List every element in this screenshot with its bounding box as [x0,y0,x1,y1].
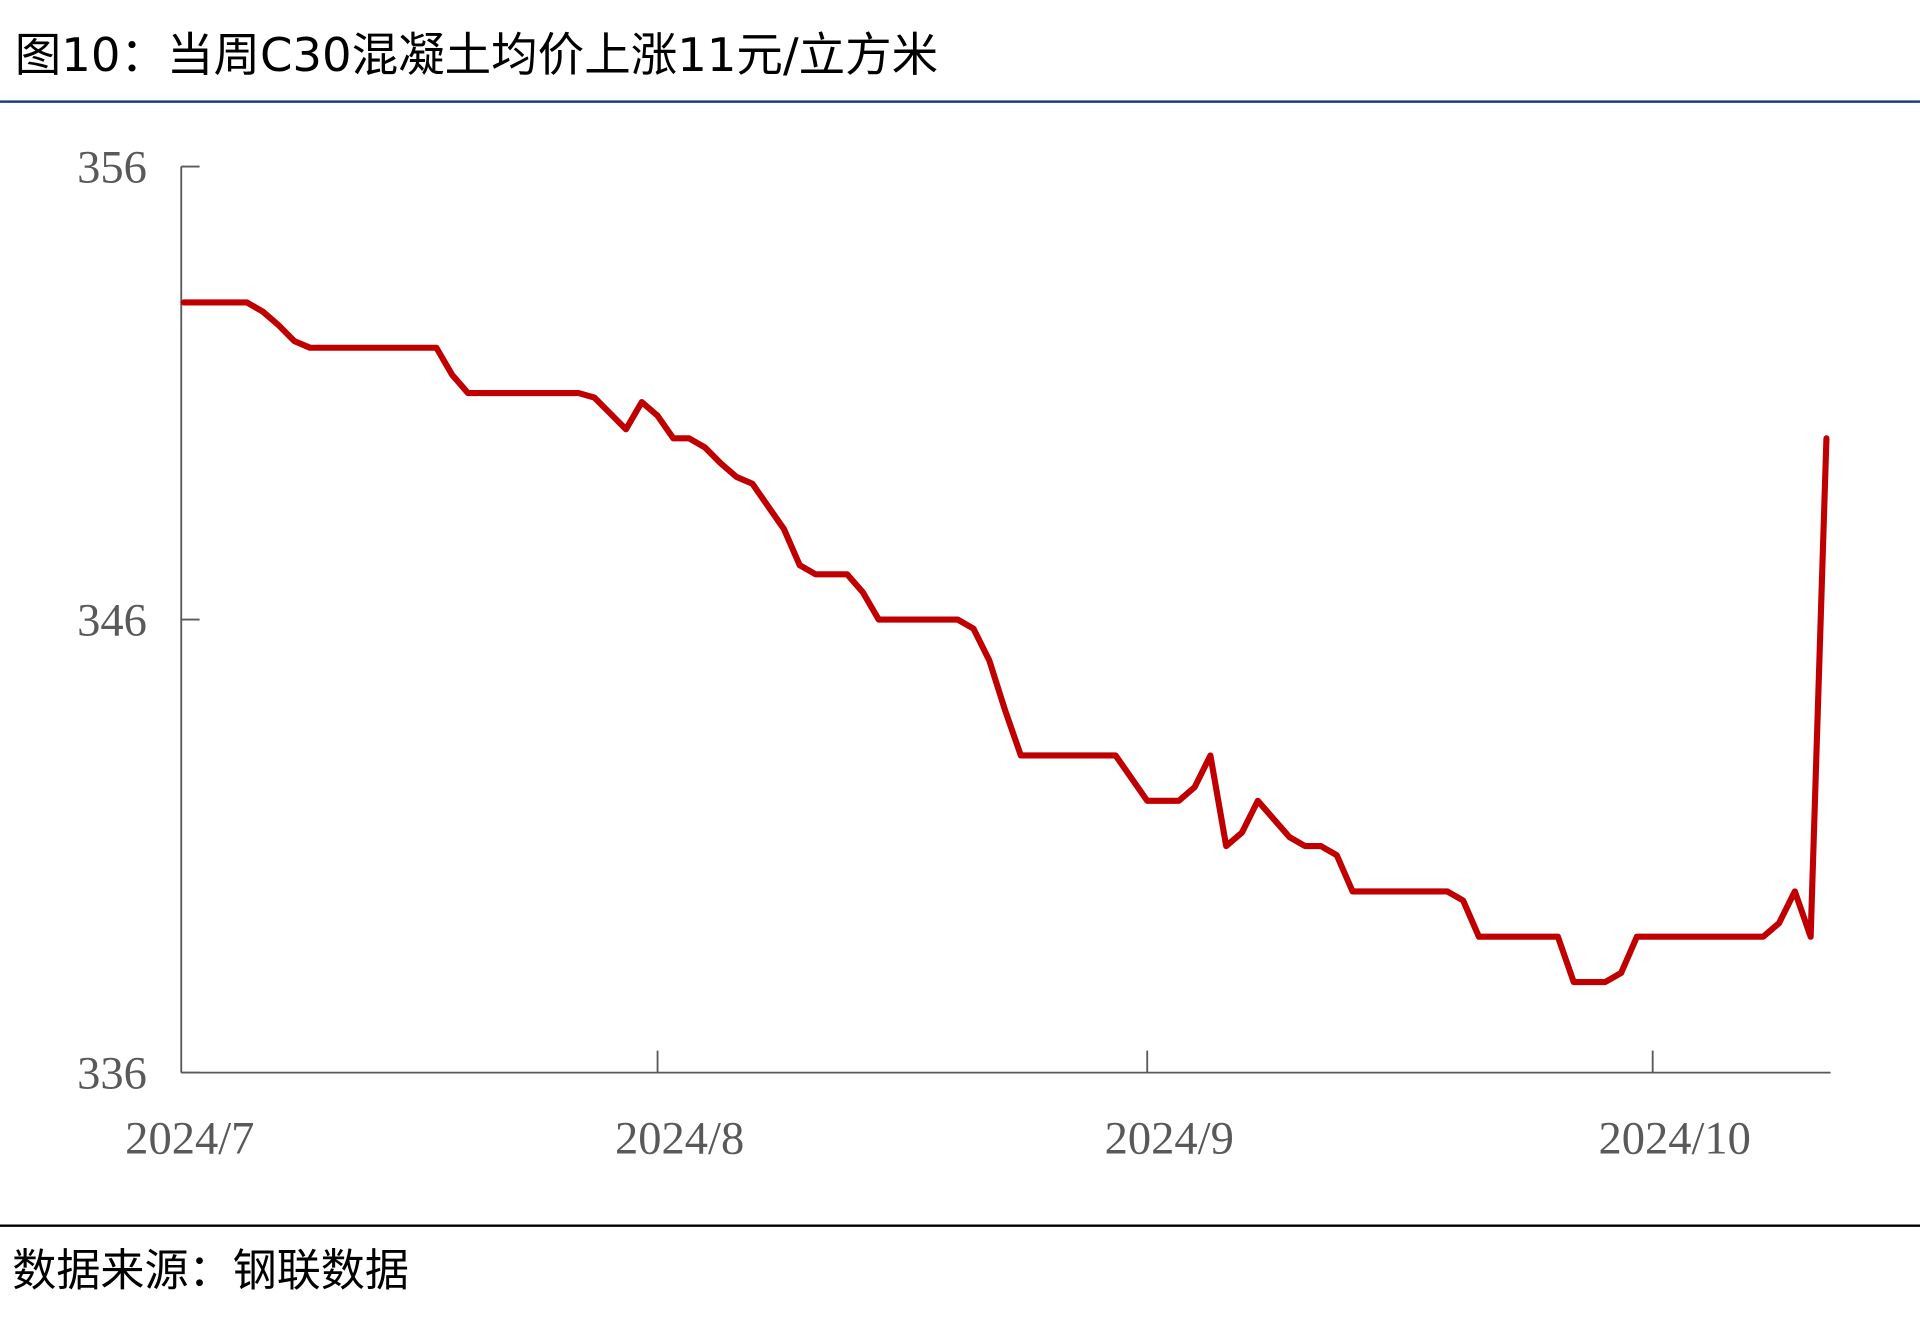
x-tick-label: 2024/10 [1598,1113,1750,1164]
source-note: 数据来源：钢联数据 [12,1246,409,1297]
x-tick-label: 2024/7 [125,1113,254,1164]
price-line [180,299,1830,986]
x-tick-label: 2024/9 [1105,1113,1234,1164]
y-tick-label: 356 [77,142,147,193]
y-tick-label: 336 [77,1049,147,1100]
x-tick-label: 2024/8 [615,1113,744,1164]
chart-title: 图10：当周C30混凝土均价上涨11元/立方米 [15,28,938,82]
y-tick-label: 346 [77,596,147,647]
